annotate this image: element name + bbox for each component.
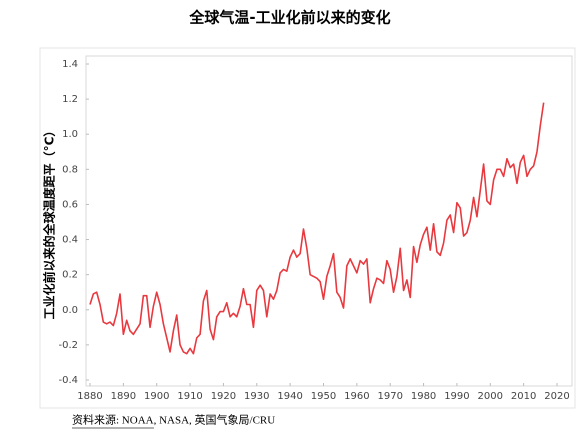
x-tick-label: 1970 xyxy=(377,391,402,402)
x-tick-label: 1880 xyxy=(77,391,102,402)
y-tick-label: -0.2 xyxy=(58,340,78,351)
x-tick-label: 1940 xyxy=(277,391,302,402)
x-tick-label: 1920 xyxy=(211,391,236,402)
x-tick-label: 1960 xyxy=(344,391,369,402)
chart-frame xyxy=(39,47,576,409)
plot-area xyxy=(85,55,573,387)
x-tick-label: 1980 xyxy=(411,391,436,402)
source: 资料来源: NOAA, NASA, 英国气象局/CRU xyxy=(72,413,275,427)
x-tick-label: 1950 xyxy=(311,391,336,402)
temperature-line xyxy=(89,102,545,355)
x-tick-label: 1990 xyxy=(444,391,469,402)
x-tick-label: 2000 xyxy=(478,391,503,402)
y-tick-label: 1.4 xyxy=(62,59,78,70)
y-tick-label: -0.4 xyxy=(58,375,78,386)
y-tick-label: 0.4 xyxy=(62,235,78,246)
x-tick-label: 2010 xyxy=(511,391,536,402)
y-tick-label: 0.6 xyxy=(62,199,78,210)
x-tick-label: 1900 xyxy=(144,391,169,402)
x-tick-label: 1930 xyxy=(244,391,269,402)
y-tick-label: 1.2 xyxy=(62,94,78,105)
y-tick-label: 1.0 xyxy=(62,129,78,140)
y-axis-label: 工业化前以来的全球温度距平（°C） xyxy=(42,125,57,320)
x-tick-label: 2020 xyxy=(544,391,569,402)
x-tick-label: 1910 xyxy=(177,391,202,402)
y-tick-label: 0.0 xyxy=(62,305,78,316)
chart-title: 全球气温-工业化前以来的变化 xyxy=(188,9,390,27)
x-tick-label: 1890 xyxy=(111,391,136,402)
y-tick-label: 0.2 xyxy=(62,270,78,281)
y-tick-label: 0.8 xyxy=(62,164,78,175)
